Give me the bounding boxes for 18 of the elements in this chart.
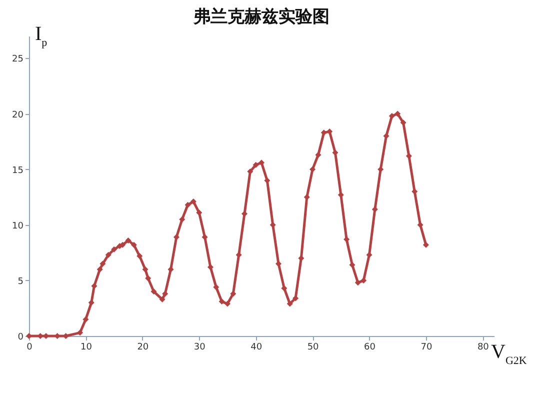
- y-tick-label: 10: [12, 221, 24, 232]
- y-axis-title: I$_{p}$: [35, 23, 48, 49]
- x-tick-label: 60: [364, 342, 376, 352]
- y-tick-label: 25: [12, 54, 24, 65]
- x-tick-label: 80: [477, 342, 490, 352]
- y-tick-label: 15: [12, 166, 24, 176]
- y-tick-label: 5: [18, 276, 24, 287]
- x-tick-label: 20: [137, 342, 149, 352]
- x-tick-label: 30: [194, 342, 206, 352]
- x-tick-label: 70: [420, 342, 432, 352]
- y-tick-label: 0: [18, 332, 24, 342]
- x-tick-label: 50: [307, 342, 320, 352]
- x-tick-label: 40: [250, 342, 262, 352]
- x-tick-label: 10: [80, 342, 92, 352]
- y-tick-label: 20: [12, 110, 24, 120]
- chart-title: 弗兰克赫兹实验图: [192, 7, 330, 27]
- x-axis-title: V$_{G2K}$: [491, 341, 527, 367]
- x-tick-label: 0: [26, 342, 33, 352]
